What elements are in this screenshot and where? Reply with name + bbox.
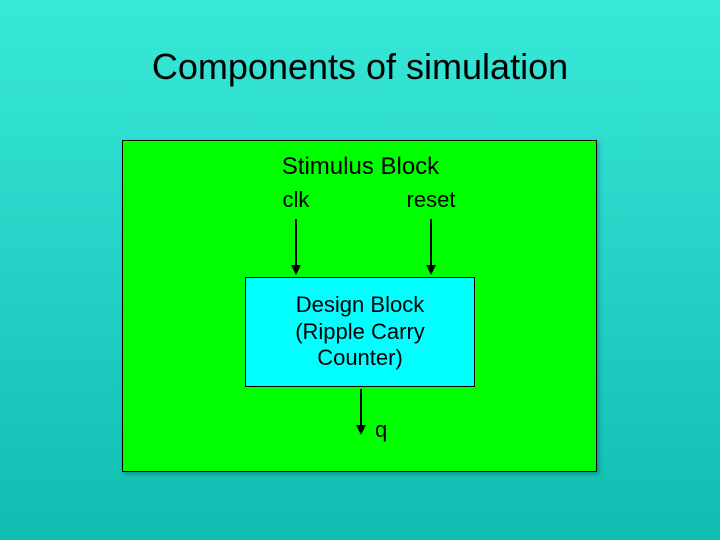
signal-label-reset: reset <box>391 187 471 213</box>
arrow-head-q <box>356 425 366 435</box>
signal-label-q: q <box>375 417 387 443</box>
arrow-line-q <box>360 389 362 425</box>
signal-label-clk: clk <box>256 187 336 213</box>
stimulus-block-box: Stimulus Block clk reset Design Block (R… <box>122 140 597 472</box>
arrow-line-reset <box>430 219 432 265</box>
slide: Components of simulation Stimulus Block … <box>0 0 720 540</box>
page-title: Components of simulation <box>0 46 720 88</box>
design-block-line2: (Ripple Carry <box>295 319 425 344</box>
design-block-line3: Counter) <box>317 345 403 370</box>
arrow-head-clk <box>291 265 301 275</box>
design-block-box: Design Block (Ripple Carry Counter) <box>245 277 475 387</box>
design-block-line1: Design Block <box>296 292 424 317</box>
arrow-line-clk <box>295 219 297 265</box>
stimulus-block-label: Stimulus Block <box>123 153 598 181</box>
arrow-head-reset <box>426 265 436 275</box>
design-block-text: Design Block (Ripple Carry Counter) <box>295 292 425 371</box>
